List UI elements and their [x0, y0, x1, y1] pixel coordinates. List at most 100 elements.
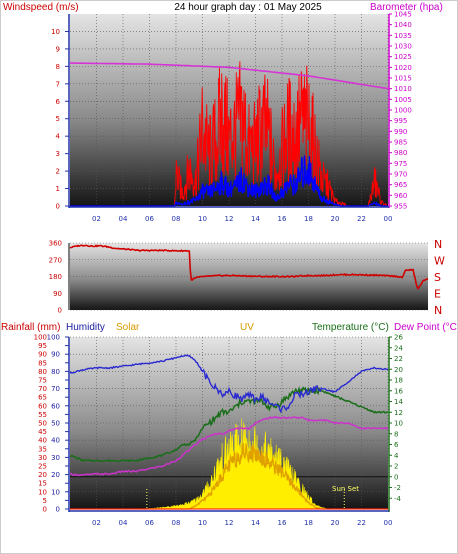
humidity-tick-label: 90 — [51, 351, 60, 359]
humidity-tick-label: 0 — [56, 506, 60, 514]
rainfall-tick-label: 100 — [34, 334, 47, 342]
temperature-tick-label: 14 — [394, 398, 403, 406]
dewpoint-axis-label: Dew Point (°C — [394, 322, 457, 333]
wind-time-tick-label: 20 — [331, 215, 340, 223]
humidity-tick-label: 70 — [51, 385, 60, 393]
climate-time-tick-label: 16 — [278, 519, 287, 527]
rainfall-tick-label: 30 — [38, 454, 47, 462]
rainfall-axis-label: Rainfall (mm) — [1, 322, 60, 333]
temperature-tick-label: 8 — [394, 430, 398, 438]
barometer-tick-label: 960 — [394, 192, 407, 200]
climate-time-tick-label: 00 — [384, 519, 393, 527]
barometer-tick-label: 980 — [394, 149, 407, 157]
direction-tick-label: 270 — [49, 256, 62, 264]
temperature-tick-label: 16 — [394, 387, 403, 395]
rainfall-tick-label: 80 — [38, 368, 47, 376]
rainfall-tick-label: 40 — [38, 437, 47, 445]
windspeed-tick-label: 7 — [56, 80, 60, 88]
rainfall-tick-label: 15 — [38, 480, 47, 488]
barometer-tick-label: 1030 — [394, 43, 412, 51]
climate-time-tick-label: 08 — [172, 519, 181, 527]
barometer-tick-label: 975 — [394, 160, 407, 168]
barometer-tick-label: 1000 — [394, 107, 412, 115]
temperature-tick-label: 10 — [394, 420, 403, 428]
humidity-tick-label: 100 — [47, 334, 60, 342]
rainfall-tick-label: 75 — [38, 377, 47, 385]
rainfall-tick-label: 70 — [38, 385, 47, 393]
barometer-tick-label: 1035 — [394, 32, 412, 40]
humidity-series-line — [69, 354, 389, 414]
rainfall-tick-label: 10 — [38, 488, 47, 496]
direction-tick-label: 180 — [49, 273, 62, 281]
direction-tick-label: 0 — [58, 307, 62, 315]
windspeed-tick-label: 9 — [56, 45, 60, 53]
uv-axis-label: UV — [240, 322, 254, 333]
rainfall-tick-label: 5 — [43, 497, 47, 505]
climate-time-tick-label: 18 — [304, 519, 313, 527]
temperature-tick-label: 22 — [394, 355, 403, 363]
barometer-tick-label: 970 — [394, 171, 407, 179]
temperature-series-line — [69, 386, 389, 463]
wind-time-tick-label: 02 — [92, 215, 101, 223]
humidity-tick-label: 60 — [51, 402, 60, 410]
climate-time-tick-label: 04 — [119, 519, 128, 527]
windspeed-tick-label: 8 — [56, 63, 60, 71]
windspeed-tick-label: 10 — [51, 28, 60, 36]
climate-time-tick-label: 12 — [225, 519, 234, 527]
humidity-tick-label: 50 — [51, 420, 60, 428]
windspeed-tick-label: 0 — [56, 203, 60, 211]
wind-time-tick-label: 06 — [145, 215, 154, 223]
rainfall-tick-label: 65 — [38, 394, 47, 402]
barometer-tick-label: 995 — [394, 117, 407, 125]
temperature-tick-label: 12 — [394, 409, 403, 417]
climate-time-tick-label: 20 — [331, 519, 340, 527]
climate-time-tick-label: 14 — [251, 519, 260, 527]
temperature-tick-label: 24 — [394, 344, 403, 352]
compass-direction-label: W — [434, 255, 445, 268]
humidity-tick-label: 20 — [51, 471, 60, 479]
windspeed-tick-label: 3 — [56, 150, 60, 158]
compass-direction-label: S — [434, 271, 441, 284]
wind-gust-series-line — [70, 155, 388, 207]
barometer-tick-label: 1045 — [394, 11, 412, 19]
dewpoint-series-line — [69, 415, 389, 477]
barometer-tick-label: 1010 — [394, 85, 412, 93]
windspeed-tick-label: 4 — [56, 133, 61, 141]
wind-time-tick-label: 16 — [278, 215, 287, 223]
barometer-tick-label: 1015 — [394, 75, 412, 83]
wind-time-tick-label: 10 — [198, 215, 207, 223]
humidity-tick-label: 40 — [51, 437, 60, 445]
sunset-label: Sun Set — [332, 485, 359, 493]
barometer-tick-label: 1040 — [394, 21, 412, 29]
rainfall-tick-label: 95 — [38, 342, 47, 350]
barometer-tick-label: 1025 — [394, 53, 412, 61]
humidity-tick-label: 10 — [51, 488, 60, 496]
temperature-tick-label: 6 — [394, 441, 399, 449]
wind-time-tick-label: 04 — [119, 215, 128, 223]
climate-panel: 0510152025303540455055606570758085909510… — [34, 334, 404, 528]
wind-time-tick-label: 14 — [251, 215, 260, 223]
temperature-tick-label: -2 — [394, 484, 401, 492]
windspeed-tick-label: 5 — [56, 115, 60, 123]
solar-axis-label: Solar — [116, 322, 140, 333]
rainfall-tick-label: 35 — [38, 445, 47, 453]
rainfall-tick-label: 45 — [38, 428, 47, 436]
temperature-tick-label: -4 — [394, 495, 402, 503]
wind-time-tick-label: 08 — [172, 215, 181, 223]
compass-direction-label: N — [434, 238, 442, 251]
temperature-tick-label: 18 — [394, 377, 403, 385]
compass-direction-label: N — [434, 304, 442, 317]
temperature-tick-label: 0 — [394, 473, 398, 481]
temperature-tick-label: 26 — [394, 334, 403, 342]
direction-tick-label: 360 — [49, 240, 62, 248]
rainfall-tick-label: 60 — [38, 402, 47, 410]
wind-time-tick-label: 12 — [225, 215, 234, 223]
windspeed-axis-label: Windspeed (m/s) — [3, 2, 79, 13]
climate-time-tick-label: 06 — [145, 519, 154, 527]
barometer-tick-label: 1005 — [394, 96, 412, 104]
windspeed-tick-label: 6 — [56, 98, 61, 106]
barometer-series-line — [70, 62, 389, 90]
wind-time-tick-label: 22 — [357, 215, 366, 223]
direction-tick-label: 90 — [53, 290, 62, 298]
